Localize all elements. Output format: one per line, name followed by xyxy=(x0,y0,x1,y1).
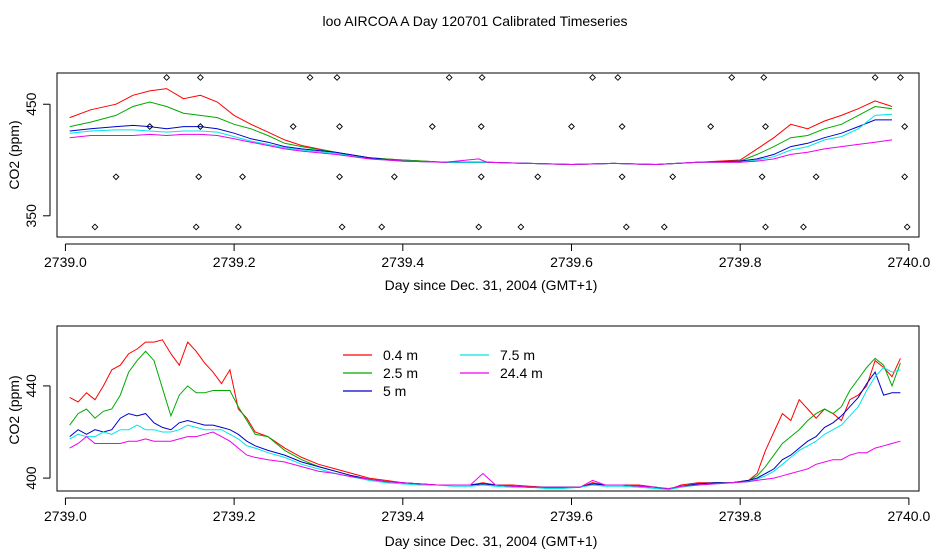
top-marker-39 xyxy=(378,223,386,231)
top-marker-23 xyxy=(112,173,120,181)
top-marker-29 xyxy=(534,173,542,181)
bottom-x-tick-label-2: 2739.4 xyxy=(381,508,424,524)
top-plot-frame xyxy=(56,72,920,238)
legend-label-1: 2.5 m xyxy=(383,365,418,381)
top-x-axis-label: Day since Dec. 31, 2004 (GMT+1) xyxy=(385,277,598,293)
bottom-x-tick-label-3: 2739.6 xyxy=(550,508,593,524)
top-y-tick-label-1: 450 xyxy=(23,92,39,116)
bottom-panel: 2739.0 2739.2 2739.4 2739.6 2739.8 2740.0 400… xyxy=(6,325,930,549)
top-marker-layer xyxy=(91,74,911,231)
top-marker-46 xyxy=(903,223,911,231)
top-marker-24 xyxy=(195,173,203,181)
top-x-tick-label-2: 2739.4 xyxy=(381,254,424,270)
bottom-x-tick-label-4: 2739.8 xyxy=(719,508,762,524)
top-marker-32 xyxy=(758,173,766,181)
bottom-y-axis: 400 440 xyxy=(23,374,51,490)
top-marker-22 xyxy=(901,123,909,130)
top-marker-16 xyxy=(428,123,436,130)
top-series-line-4 xyxy=(69,133,893,166)
top-marker-11 xyxy=(897,74,904,81)
top-marker-28 xyxy=(477,173,485,181)
top-marker-42 xyxy=(622,223,630,231)
bottom-series-layer xyxy=(69,339,901,491)
top-series-line-3 xyxy=(69,113,893,166)
bottom-series-line-0 xyxy=(69,339,901,491)
top-marker-30 xyxy=(618,173,626,181)
top-marker-45 xyxy=(800,223,807,231)
top-x-tick-label-1: 2739.2 xyxy=(213,254,256,270)
top-marker-20 xyxy=(707,123,715,130)
bottom-series-line-2 xyxy=(69,371,901,491)
top-marker-4 xyxy=(445,74,453,81)
top-marker-6 xyxy=(589,74,597,81)
top-marker-15 xyxy=(336,123,343,130)
top-marker-5 xyxy=(478,74,486,81)
bottom-y-tick-label-1: 440 xyxy=(23,374,39,398)
top-x-tick-label-5: 2740.0 xyxy=(887,254,930,270)
legend-label-2: 5 m xyxy=(383,383,406,399)
top-marker-19 xyxy=(618,123,626,130)
bottom-x-axis-label: Day since Dec. 31, 2004 (GMT+1) xyxy=(385,533,598,549)
top-marker-27 xyxy=(390,173,398,181)
top-marker-7 xyxy=(614,74,622,81)
bottom-series-line-4 xyxy=(69,431,901,490)
top-marker-38 xyxy=(338,223,346,231)
top-marker-35 xyxy=(91,223,99,231)
top-marker-44 xyxy=(762,223,769,231)
bottom-y-axis-label: CO2 (ppm) xyxy=(6,375,22,444)
top-series-layer xyxy=(69,88,893,166)
top-marker-33 xyxy=(812,173,820,181)
top-marker-10 xyxy=(871,74,879,81)
top-marker-8 xyxy=(728,74,736,81)
figure-title: loo AIRCOA A Day 120701 Calibrated Times… xyxy=(322,13,627,29)
top-marker-9 xyxy=(760,74,768,81)
top-marker-34 xyxy=(901,173,909,181)
top-marker-25 xyxy=(239,173,246,181)
top-marker-36 xyxy=(192,223,200,231)
bottom-x-tick-label-5: 2740.0 xyxy=(887,508,930,524)
top-marker-18 xyxy=(568,123,575,130)
top-y-tick-label-0: 350 xyxy=(23,204,39,228)
top-marker-17 xyxy=(477,123,485,130)
top-marker-0 xyxy=(163,74,171,81)
top-marker-12 xyxy=(146,123,154,130)
bottom-y-tick-label-0: 400 xyxy=(23,466,39,490)
bottom-series-line-1 xyxy=(69,350,901,491)
top-marker-1 xyxy=(196,74,204,81)
top-panel: 2739.0 2739.2 2739.4 2739.6 2739.8 2740.0 350… xyxy=(6,72,930,293)
bottom-x-axis: 2739.0 2739.2 2739.4 2739.6 2739.8 2740.0 xyxy=(44,497,930,524)
bottom-x-tick-label-1: 2739.2 xyxy=(213,508,256,524)
bottom-legend: 0.4 m 2.5 m 5 m 7.5 m 24.4 m xyxy=(343,347,543,399)
top-marker-21 xyxy=(762,123,769,130)
legend-label-4: 24.4 m xyxy=(500,365,543,381)
bottom-x-tick-label-0: 2739.0 xyxy=(44,508,87,524)
top-x-tick-label-0: 2739.0 xyxy=(44,254,87,270)
top-y-axis-label: CO2 (ppm) xyxy=(6,120,22,189)
top-x-tick-label-3: 2739.6 xyxy=(550,254,593,270)
top-marker-31 xyxy=(669,173,677,181)
top-marker-40 xyxy=(475,223,483,231)
top-x-tick-label-4: 2739.8 xyxy=(719,254,762,270)
top-marker-14 xyxy=(289,123,297,130)
top-x-axis: 2739.0 2739.2 2739.4 2739.6 2739.8 2740.0 xyxy=(44,243,930,270)
top-marker-43 xyxy=(660,223,668,231)
top-marker-2 xyxy=(306,74,314,81)
top-series-line-1 xyxy=(69,101,893,166)
legend-label-3: 7.5 m xyxy=(500,347,535,363)
top-marker-3 xyxy=(333,74,341,81)
top-y-axis: 350 450 xyxy=(23,92,51,228)
bottom-series-line-3 xyxy=(69,366,901,491)
top-marker-37 xyxy=(234,223,242,231)
bottom-plot-frame xyxy=(56,325,920,492)
top-marker-26 xyxy=(336,173,343,181)
top-marker-13 xyxy=(196,123,204,130)
top-marker-41 xyxy=(517,223,525,231)
legend-label-0: 0.4 m xyxy=(383,347,418,363)
